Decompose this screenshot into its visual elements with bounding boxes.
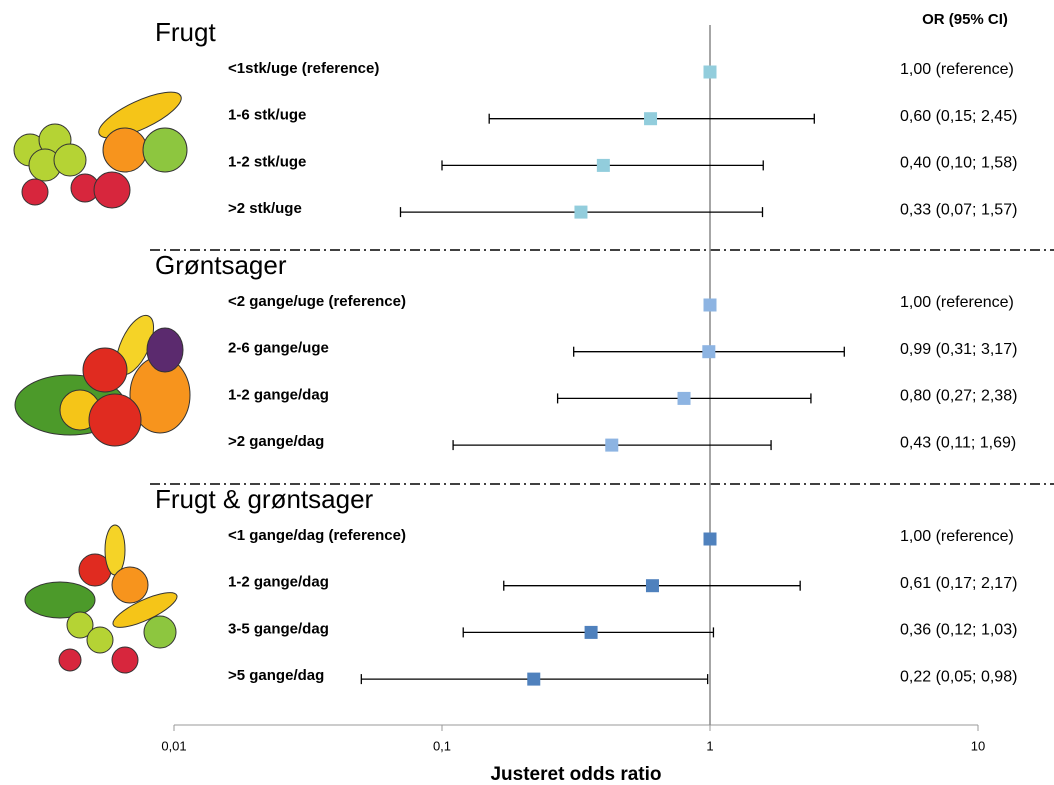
or-marker <box>574 206 587 219</box>
row-label: <1stk/uge (reference) <box>228 60 379 77</box>
or-marker <box>646 579 659 592</box>
row-label: 3-5 gange/dag <box>228 620 329 637</box>
fruit-illustration <box>14 83 187 208</box>
row-label: >2 gange/dag <box>228 433 324 450</box>
or-label: 1,00 (reference) <box>900 294 1014 311</box>
x-tick-label: 10 <box>971 738 985 753</box>
group-title: Grøntsager <box>155 250 287 280</box>
or-label: 0,61 (0,17; 2,17) <box>900 575 1017 592</box>
group-title: Frugt & grøntsager <box>155 484 374 514</box>
or-marker <box>527 673 540 686</box>
or-marker <box>702 345 715 358</box>
or-marker <box>678 392 691 405</box>
row-label: <2 gange/uge (reference) <box>228 293 406 310</box>
or-label: 0,22 (0,05; 0,98) <box>900 668 1017 685</box>
or-label: 0,80 (0,27; 2,38) <box>900 388 1017 405</box>
x-tick-label: 0,01 <box>161 738 186 753</box>
or-marker <box>704 66 717 79</box>
mixed-illustration <box>25 525 181 673</box>
group-title: Frugt <box>155 17 216 47</box>
row-label: 1-2 stk/uge <box>228 153 306 170</box>
row-label: 2-6 gange/uge <box>228 340 329 357</box>
vegetable-illustration <box>15 310 190 446</box>
or-label: 0,36 (0,12; 1,03) <box>900 622 1017 639</box>
row-label: 1-6 stk/uge <box>228 107 306 124</box>
row-label: >5 gange/dag <box>228 667 324 684</box>
x-tick-label: 0,1 <box>433 738 451 753</box>
or-label: 0,43 (0,11; 1,69) <box>900 434 1016 451</box>
x-axis-label: Justeret odds ratio <box>490 764 661 785</box>
or-marker <box>704 299 717 312</box>
or-label: 0,33 (0,07; 1,57) <box>900 201 1017 218</box>
row-label: 1-2 gange/dag <box>228 574 329 591</box>
or-label: 1,00 (reference) <box>900 61 1014 78</box>
or-marker <box>704 533 717 546</box>
chart: OR (95% CI) Justeret odds ratio 0,01 0,1 1… <box>0 0 1054 785</box>
or-marker <box>597 159 610 172</box>
or-label: 0,99 (0,31; 3,17) <box>900 341 1017 358</box>
or-marker <box>605 439 618 452</box>
or-label: 1,00 (reference) <box>900 528 1014 545</box>
row-label: >2 stk/uge <box>228 200 302 217</box>
row-label: 1-2 gange/dag <box>228 386 329 403</box>
x-tick-label: 1 <box>706 738 713 753</box>
column-header: OR (95% CI) <box>922 11 1008 28</box>
or-marker <box>644 112 657 125</box>
row-label: <1 gange/dag (reference) <box>228 527 406 544</box>
or-label: 0,40 (0,10; 1,58) <box>900 155 1017 172</box>
or-label: 0,60 (0,15; 2,45) <box>900 108 1017 125</box>
or-marker <box>585 626 598 639</box>
